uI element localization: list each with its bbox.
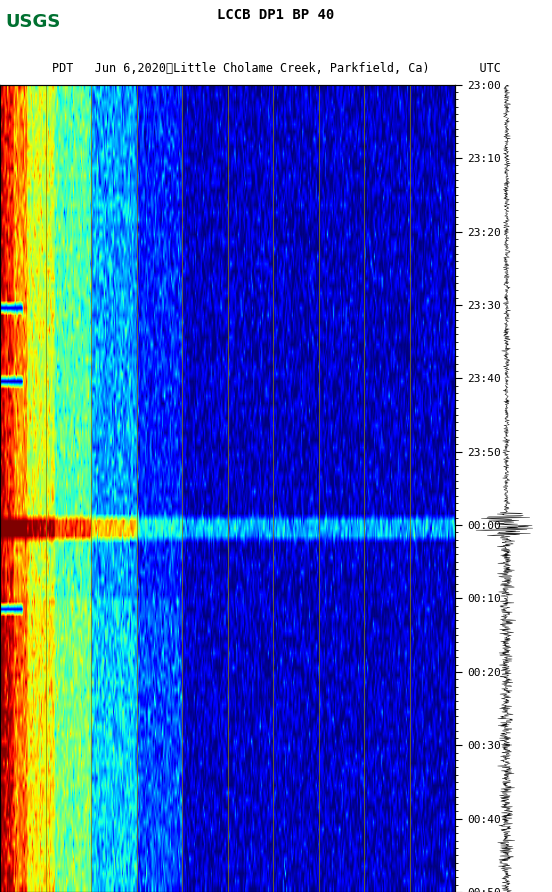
Text: USGS: USGS	[6, 13, 61, 31]
Text: PDT   Jun 6,2020Little Cholame Creek, Parkfield, Ca)       UTC: PDT Jun 6,2020 Little Cholame Creek, Par…	[51, 62, 501, 75]
Text: LCCB DP1 BP 40: LCCB DP1 BP 40	[217, 8, 335, 21]
